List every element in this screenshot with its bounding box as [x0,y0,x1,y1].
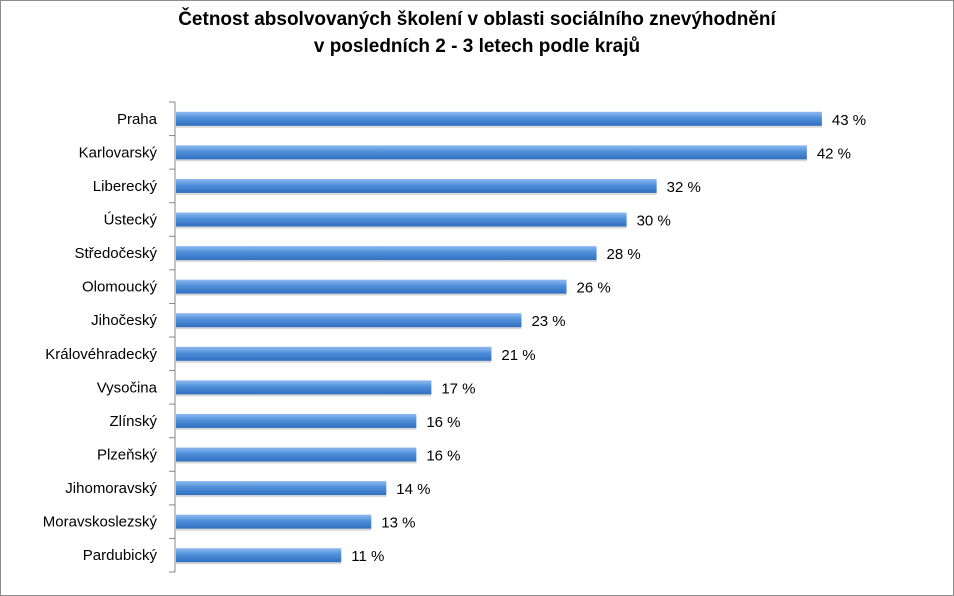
bar-8 [176,346,492,361]
category-label: Ústecký [104,212,158,229]
chart-title: Četnost absolvovaných školení v oblasti … [0,6,954,60]
category-label: Karlovarský [79,144,158,161]
value-label: 42 % [817,145,851,162]
value-label: 11 % [351,548,384,565]
chart-title-line-1: Četnost absolvovaných školení v oblasti … [178,9,776,30]
category-label: Středočeský [74,245,157,262]
bar-10 [176,413,417,428]
bar-2 [176,145,807,160]
bar-14 [176,548,342,563]
value-label: 14 % [396,481,430,498]
bar-11 [176,447,417,462]
value-label: 28 % [607,246,641,263]
bar-4 [176,212,627,227]
value-label: 26 % [577,280,611,297]
bar-12 [176,481,387,496]
value-label: 32 % [667,179,701,196]
category-label: Jihomoravský [65,480,157,497]
value-label: 43 % [832,112,866,129]
bar-9 [176,380,432,395]
category-label: Liberecký [93,178,158,195]
category-label: Jihočeský [91,312,157,329]
category-label: Královéhradecký [45,346,157,363]
category-label: Vysočina [97,379,158,396]
bar-7 [176,313,522,328]
value-label: 23 % [531,313,565,330]
bar-1 [176,111,822,126]
bar-13 [176,514,372,529]
value-label: 16 % [426,448,460,465]
value-label: 16 % [426,414,460,431]
value-label: 13 % [381,515,415,532]
category-label: Praha [117,111,158,128]
category-label: Moravskoslezský [43,514,158,531]
value-label: 30 % [637,213,671,230]
bar-3 [176,178,657,193]
value-label: 17 % [441,380,475,397]
category-label: Pardubický [83,547,158,564]
bar-6 [176,279,567,294]
value-label: 21 % [501,347,535,364]
category-label: Plzeňský [97,447,158,464]
category-label: Olomoucký [82,279,158,296]
category-label: Zlínský [109,413,157,430]
bar-5 [176,246,597,261]
chart-title-line-2: v posledních 2 - 3 letech podle krajů [313,36,641,57]
